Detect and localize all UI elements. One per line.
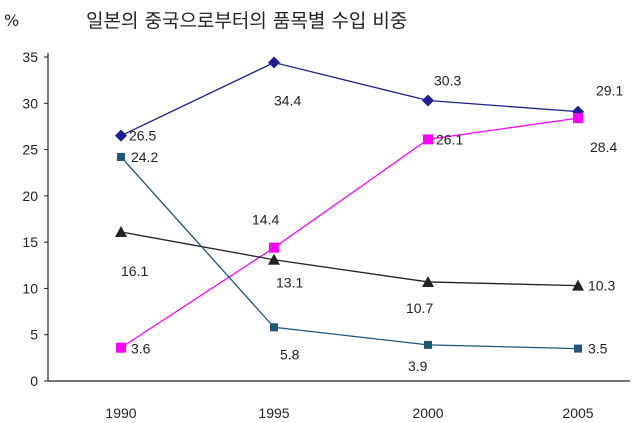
series-2 [116,113,583,353]
data-label: 13.1 [276,275,303,291]
data-label: 30.3 [434,73,461,89]
diamond-marker [268,56,280,69]
data-label: 26.1 [436,131,463,147]
chart-title: 일본의 중국으로부터의 품목별 수입 비중 [86,10,407,32]
data-label: 10.3 [588,278,615,294]
x-tick-label: 2000 [412,405,443,421]
series-line [120,156,579,350]
x-tick-label: 1995 [258,405,289,421]
data-label: 10.7 [406,300,433,316]
data-label: 34.4 [274,93,301,109]
square-marker [573,113,583,124]
y-tick-label: 20 [22,188,38,204]
triangle-marker [572,279,584,291]
series-layer [115,56,584,353]
data-label: 14.4 [252,212,279,228]
square-marker [424,340,432,349]
y-tick-label: 10 [22,280,38,296]
y-tick-label: 0 [30,373,38,389]
series-3 [115,225,584,291]
data-label: 16.1 [121,263,148,279]
square-marker [423,134,433,145]
triangle-marker [115,225,127,237]
series-line [120,61,579,137]
data-label: 5.8 [280,346,300,362]
data-label: 3.5 [588,341,608,357]
x-tick-label: 2005 [562,405,593,421]
x-tick-label: 1990 [105,405,136,421]
diamond-marker [422,94,434,107]
square-marker [269,242,279,253]
square-marker [117,152,125,161]
data-label-layer: 26.5 34.4 30.3 29.1 3.6 14.4 26.1 28.4 16.1 13.1 1… [121,73,623,374]
square-marker [574,344,582,353]
y-tick-label: 30 [22,95,38,111]
y-tick-label: 5 [30,327,38,343]
triangle-marker [268,253,280,265]
series-line [120,117,579,349]
data-label: 3.9 [408,358,428,374]
axes: 0 5 10 15 20 25 30 35 1990 1995 2000 2005 [22,49,630,421]
series-line [120,231,579,287]
y-tick-label: 25 [22,142,38,158]
series-1 [115,56,584,142]
data-label: 24.2 [131,149,158,165]
square-marker [270,323,278,332]
y-tick-label: 15 [22,234,38,250]
data-label: 3.6 [131,341,151,357]
square-marker [116,342,126,353]
diamond-marker [115,129,127,142]
data-label: 28.4 [590,139,617,155]
triangle-marker [422,275,434,287]
series-4 [117,152,582,353]
y-axis-unit-label: % [4,11,19,30]
data-label: 29.1 [596,83,623,99]
data-label: 26.5 [129,128,156,144]
y-tick-label: 35 [22,49,38,65]
